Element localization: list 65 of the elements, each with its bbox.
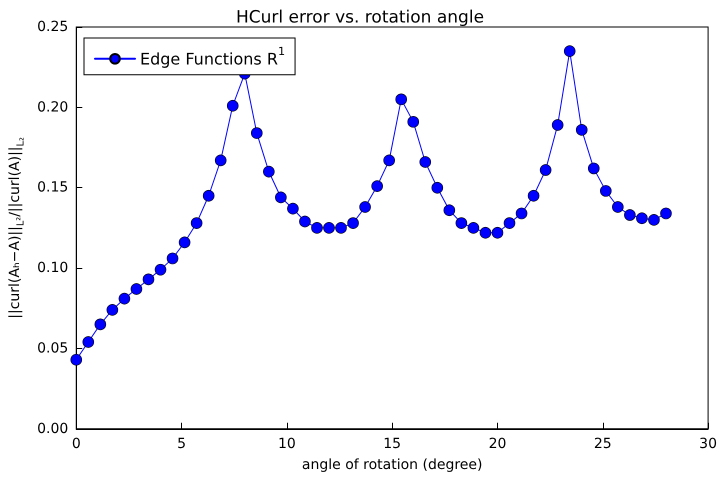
point [407,116,420,128]
x-tick-label: 5 [177,436,186,452]
point [383,154,395,166]
x-tick-label: 25 [594,436,612,452]
y-tick-label: 0.10 [37,260,68,276]
point [166,252,178,264]
point [612,201,624,213]
point [371,180,383,192]
point [323,222,335,234]
point [142,274,154,286]
point [202,190,214,202]
point [359,201,371,213]
x-tick-label: 15 [383,436,402,452]
point [492,226,504,239]
point [94,318,106,330]
x-tick-label: 10 [278,436,296,452]
point [347,217,359,229]
point [456,217,468,229]
point [419,156,432,168]
point [540,164,552,176]
y-tick-label: 0.20 [37,99,68,116]
point [588,162,600,174]
point [516,208,528,220]
y-tick-label: 0.00 [37,420,68,437]
x-tick-label: 30 [699,436,718,452]
point [275,192,287,204]
y-tick-label: 0.25 [37,19,68,35]
point [468,222,480,234]
point [528,190,540,202]
x-tick-label: 20 [488,436,506,452]
point [154,264,166,276]
point [70,354,82,366]
point [311,222,323,234]
point [564,45,576,57]
point [178,236,190,248]
x-tick-label: 0 [72,436,81,452]
x-axis-title: angle of rotation (degree) [302,457,482,473]
point [250,127,263,139]
point [226,100,239,112]
point [82,336,94,348]
point [600,185,612,197]
point [118,292,130,304]
point [480,226,492,239]
point [432,182,444,194]
y-axis-title: ||curl(Aₕ−A)||L²/||curl(A)||L₂ [7,137,27,319]
point [190,217,202,229]
point [130,283,142,295]
point [287,202,299,214]
point [624,209,636,221]
point [214,154,226,166]
point [576,124,588,136]
point [299,216,311,228]
point [552,119,564,131]
chart-title: HCurl error vs. rotation angle [236,8,484,28]
point [648,214,660,226]
point [504,217,516,229]
y-tick-label: 0.05 [37,340,68,356]
point [395,94,408,106]
point [335,222,347,234]
point [660,208,672,220]
point [636,212,648,224]
point [106,304,118,316]
point [263,166,275,178]
point [444,204,456,216]
y-tick-label: 0.15 [37,180,68,196]
